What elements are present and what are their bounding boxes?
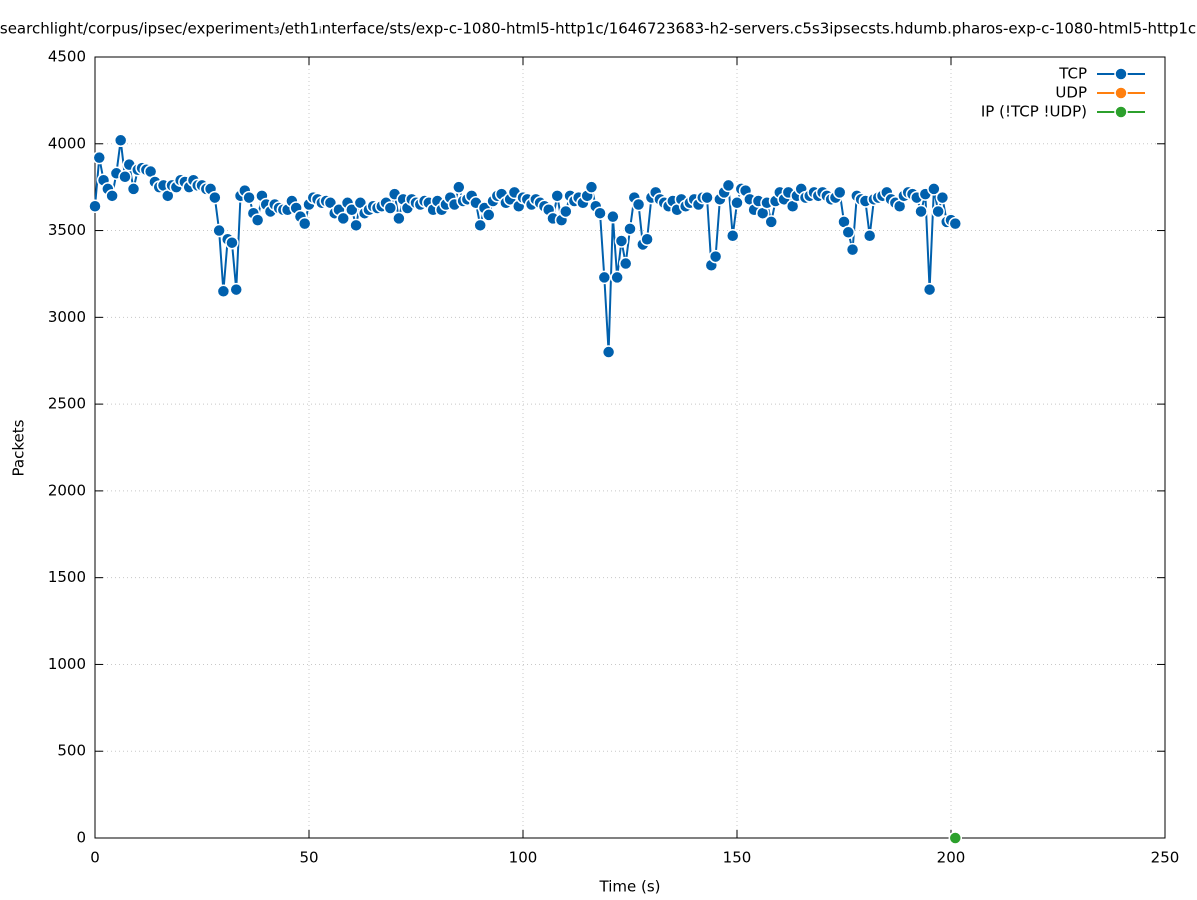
data-point (225, 235, 239, 250)
data-point (623, 222, 637, 236)
chart-title: searchlight/corpus/ipsec/experiment₃/eth… (0, 20, 1196, 38)
y-tick-label: 2000 (48, 481, 86, 499)
x-tick-label: 0 (90, 849, 100, 867)
x-tick-label: 250 (1151, 849, 1180, 867)
data-point (606, 209, 620, 224)
data-point (452, 180, 466, 194)
data-point (383, 201, 398, 215)
data-point (845, 242, 860, 257)
legend-label: IP (!TCP !UDP) (981, 103, 1087, 121)
data-point (88, 199, 102, 214)
data-point (550, 189, 564, 203)
data-point (473, 218, 487, 233)
legend-label: TCP (1058, 65, 1087, 83)
data-point (208, 190, 222, 205)
data-point (126, 182, 141, 196)
data-point (113, 133, 128, 148)
data-point (935, 190, 950, 205)
data-point (597, 270, 612, 285)
data-point (250, 213, 265, 227)
y-axis-label: Packets (10, 419, 28, 476)
data-point (229, 282, 243, 297)
data-point (725, 229, 740, 243)
y-tick-label: 3500 (48, 221, 86, 239)
data-point (349, 218, 363, 233)
legend-swatch (1114, 86, 1128, 100)
data-point (922, 282, 937, 297)
x-tick-label: 50 (299, 849, 318, 867)
data-point (927, 182, 941, 196)
data-point (618, 256, 633, 271)
data-point (914, 204, 928, 219)
data-point (640, 232, 654, 246)
data-point (631, 197, 646, 212)
y-tick-label: 500 (57, 742, 86, 760)
data-point (593, 206, 607, 220)
y-tick-label: 4500 (48, 48, 86, 66)
data-point (708, 249, 723, 264)
data-point (216, 284, 231, 299)
data-point (212, 223, 226, 238)
data-point (841, 225, 856, 240)
y-tick-label: 0 (76, 829, 86, 847)
data-point (862, 229, 877, 243)
data-point (92, 150, 107, 165)
x-axis-label: Time (s) (599, 878, 661, 896)
data-point (948, 216, 963, 231)
y-tick-label: 1000 (48, 655, 86, 673)
legend-label: UDP (1055, 84, 1087, 102)
data-point (118, 170, 132, 184)
data-point (336, 211, 350, 226)
data-point (584, 180, 599, 194)
x-tick-label: 200 (937, 849, 966, 867)
data-point (948, 831, 963, 845)
legend-swatch (1114, 67, 1128, 81)
plot-frame (94, 56, 1166, 839)
y-tick-label: 1500 (48, 568, 86, 586)
data-point (392, 211, 406, 226)
data-point (297, 216, 312, 231)
data-point (601, 345, 616, 359)
data-point (764, 215, 778, 229)
data-point (700, 190, 714, 205)
data-point (614, 234, 629, 248)
y-tick-label: 3000 (48, 308, 86, 326)
data-point (610, 270, 624, 285)
x-tick-label: 150 (723, 849, 752, 867)
data-point (482, 208, 496, 222)
data-point (242, 190, 256, 205)
data-point (559, 204, 573, 219)
data-point (832, 185, 847, 200)
data-point (931, 204, 945, 219)
y-tick-label: 2500 (48, 395, 86, 413)
y-tick-label: 4000 (48, 134, 86, 152)
data-point (721, 178, 736, 193)
data-point (730, 196, 744, 210)
x-tick-label: 100 (509, 849, 538, 867)
data-point (105, 189, 119, 203)
data-point (345, 202, 359, 217)
legend-swatch (1114, 105, 1128, 119)
